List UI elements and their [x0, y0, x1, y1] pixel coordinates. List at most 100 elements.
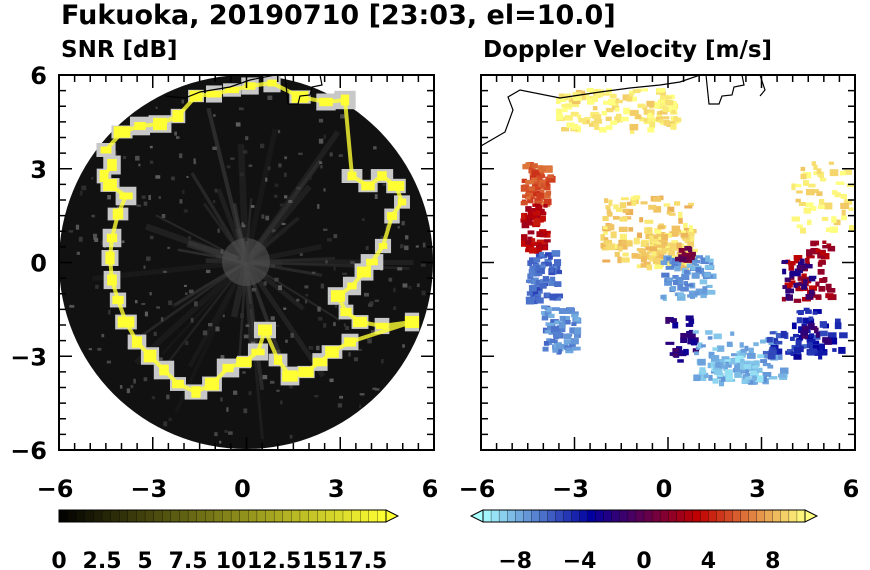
snr-noise-speck: [155, 175, 161, 179]
snr-noise-speck: [233, 390, 238, 395]
doppler-echo-cell: [689, 251, 696, 257]
snr-x-tick-label: 6: [422, 475, 439, 503]
snr-noise-speck: [79, 190, 83, 196]
snr-x-tick-label: 3: [328, 475, 345, 503]
snr-noise-speck: [329, 378, 334, 383]
snr-noise-speck: [326, 238, 332, 242]
doppler-echo-cell: [660, 116, 670, 120]
snr-noise-speck: [151, 396, 156, 400]
snr-noise-speck: [245, 268, 251, 272]
doppler-echo-cell: [529, 289, 539, 295]
doppler-echo-cell: [700, 294, 707, 299]
doppler-echo-cell: [533, 213, 541, 221]
doppler-echo-cell: [553, 259, 562, 266]
doppler-echo-cell: [553, 296, 562, 301]
doppler-echo-cell: [687, 202, 694, 206]
doppler-echo-cell: [547, 175, 556, 183]
doppler-echo-cell: [566, 308, 575, 312]
doppler-colorbar-bin: [780, 509, 790, 523]
doppler-echo-cell: [540, 232, 548, 238]
doppler-echo-cell: [533, 264, 541, 271]
doppler-echo-cell: [671, 240, 679, 246]
doppler-echo-cell: [615, 99, 623, 104]
snr-noise-speck: [358, 404, 362, 409]
snr-noise-speck: [248, 164, 253, 167]
doppler-echo-cell: [661, 272, 670, 278]
snr-colorbar-bin: [84, 509, 94, 523]
snr-colorbar-bin: [325, 509, 335, 523]
snr-coastline: [164, 75, 323, 105]
doppler-echo-cell: [551, 250, 561, 256]
doppler-echo-cell: [555, 108, 563, 115]
snr-noise-speck: [365, 246, 369, 250]
snr-noise-speck: [243, 408, 248, 414]
doppler-echo-cell: [605, 107, 614, 113]
doppler-echo-cell: [604, 237, 609, 241]
doppler-echo-cell: [570, 338, 579, 345]
doppler-echo-cell: [631, 253, 638, 259]
doppler-echo-cell: [802, 317, 811, 324]
doppler-echo-cell: [821, 216, 829, 221]
doppler-echo-cell: [657, 233, 664, 240]
doppler-echo-cell: [656, 244, 666, 248]
doppler-echo-cell: [676, 242, 682, 249]
doppler-echo-cell: [713, 333, 722, 340]
snr-noise-speck: [149, 160, 154, 164]
doppler-echo-cell: [805, 257, 810, 263]
snr-noise-speck: [350, 260, 355, 265]
snr-noise-speck: [277, 129, 281, 134]
doppler-echo-cell: [538, 165, 546, 173]
snr-noise-speck: [149, 292, 152, 296]
doppler-echo-cell: [608, 98, 617, 106]
doppler-echo-cell: [839, 332, 848, 339]
snr-noise-speck: [342, 272, 348, 276]
doppler-echo-cell: [521, 221, 530, 229]
snr-noise-speck: [245, 136, 249, 141]
doppler-echo-cell: [795, 339, 802, 347]
doppler-echo-cell: [647, 109, 655, 116]
snr-x-tick-label: −3: [130, 475, 167, 503]
doppler-echo-cell: [615, 207, 623, 213]
doppler-echo-cell: [800, 227, 807, 234]
doppler-echo-cell: [640, 201, 648, 205]
doppler-echo-cell: [657, 99, 667, 106]
snr-noise-speck: [274, 194, 278, 198]
doppler-echo-cell: [561, 103, 568, 108]
snr-noise-speck: [186, 175, 189, 178]
doppler-echo-cell: [619, 216, 628, 222]
snr-noise-speck: [94, 237, 99, 242]
doppler-echo-cell: [802, 327, 809, 334]
snr-noise-speck: [278, 285, 282, 291]
doppler-echo-cell: [787, 349, 794, 353]
doppler-echo-cell: [704, 265, 713, 270]
snr-noise-speck: [122, 155, 127, 160]
doppler-echo-cell: [762, 363, 771, 367]
doppler-echo-cell: [638, 248, 647, 254]
doppler-echo-cell: [723, 364, 728, 371]
doppler-echo-cell: [768, 349, 777, 354]
doppler-echo-cell: [629, 123, 639, 131]
doppler-echo-cell: [669, 231, 679, 237]
doppler-echo-cell: [656, 111, 662, 115]
snr-noise-speck: [393, 306, 397, 310]
snr-colorbar-bin: [58, 509, 69, 523]
doppler-echo-cell: [700, 375, 707, 382]
doppler-echo-cell: [527, 273, 534, 280]
doppler-echo-cell: [532, 187, 537, 193]
snr-noise-speck: [270, 316, 275, 321]
doppler-echo-cell: [521, 213, 526, 220]
snr-noise-speck: [183, 284, 187, 287]
doppler-echo-cell: [694, 291, 700, 296]
doppler-echo-layer: [520, 88, 855, 387]
doppler-echo-cell: [662, 247, 671, 252]
doppler-echo-cell: [647, 227, 652, 233]
doppler-echo-cell: [653, 206, 662, 213]
doppler-echo-cell: [793, 254, 803, 261]
doppler-echo-cell: [684, 283, 694, 287]
snr-noise-speck: [153, 331, 157, 336]
doppler-echo-cell: [570, 111, 579, 117]
doppler-echo-cell: [614, 251, 620, 257]
snr-colorbar-tick-label: 15: [302, 549, 333, 570]
doppler-echo-cell: [707, 336, 713, 340]
doppler-echo-cell: [643, 109, 649, 115]
